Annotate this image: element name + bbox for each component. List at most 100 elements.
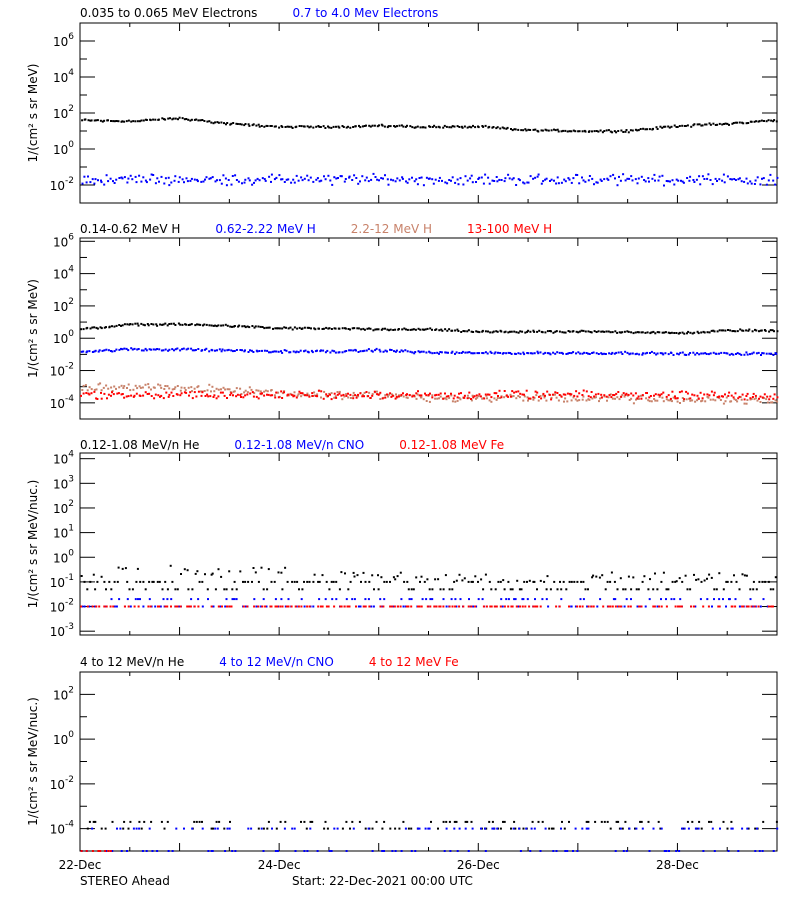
data-point	[734, 330, 737, 333]
data-point	[357, 351, 360, 353]
data-point	[654, 332, 657, 335]
data-point	[470, 399, 473, 402]
data-point	[375, 328, 378, 331]
data-point	[695, 578, 698, 581]
data-point	[591, 397, 594, 400]
data-point	[601, 330, 604, 333]
data-point	[288, 351, 291, 354]
data-point	[554, 393, 556, 396]
data-point	[194, 324, 197, 327]
data-point	[333, 396, 336, 399]
data-point	[122, 827, 125, 830]
data-point	[564, 331, 567, 334]
data-point	[172, 322, 175, 325]
data-point	[722, 329, 725, 332]
data-point	[638, 605, 641, 608]
data-point	[298, 588, 300, 591]
data-point	[412, 328, 415, 331]
data-point	[772, 397, 775, 400]
data-point	[661, 396, 664, 399]
data-point	[390, 349, 393, 351]
data-point	[399, 605, 402, 608]
data-point	[428, 177, 431, 180]
data-point	[563, 400, 565, 403]
data-point	[743, 180, 746, 183]
data-point	[746, 353, 749, 356]
data-point	[387, 125, 390, 128]
data-point	[133, 347, 136, 350]
data-point	[347, 588, 350, 591]
data-point	[100, 327, 103, 330]
data-point	[472, 605, 475, 608]
data-point	[369, 327, 372, 330]
data-point	[93, 350, 96, 353]
data-point	[605, 129, 608, 132]
data-point	[260, 566, 263, 569]
data-point	[653, 605, 656, 608]
data-point	[731, 827, 734, 830]
data-point	[330, 580, 333, 583]
data-point	[754, 850, 757, 852]
data-point	[418, 394, 421, 397]
data-point	[297, 605, 300, 608]
data-point	[458, 392, 460, 395]
data-point	[620, 605, 622, 608]
data-point	[113, 182, 116, 184]
data-point	[612, 394, 615, 396]
data-point	[512, 827, 515, 830]
data-point	[146, 393, 149, 395]
data-point	[193, 349, 196, 352]
data-point	[212, 827, 215, 830]
data-point	[127, 827, 130, 830]
data-point	[489, 350, 492, 353]
data-point	[410, 598, 413, 601]
data-point	[517, 178, 520, 181]
data-point	[121, 567, 124, 570]
data-point	[456, 178, 459, 181]
data-point	[635, 827, 638, 830]
data-point	[356, 327, 359, 330]
data-point	[635, 352, 638, 355]
data-point	[296, 580, 299, 583]
data-point	[455, 351, 458, 354]
data-point	[688, 179, 691, 182]
data-point	[509, 352, 512, 354]
data-point	[146, 323, 149, 325]
data-point	[570, 393, 573, 396]
data-point	[202, 180, 205, 183]
data-point	[736, 352, 739, 355]
data-point	[572, 177, 575, 180]
data-point	[131, 348, 134, 351]
data-point	[507, 395, 510, 398]
data-point	[164, 605, 167, 608]
data-point	[215, 387, 218, 390]
data-point	[354, 125, 357, 128]
data-point	[587, 605, 590, 608]
data-point	[663, 331, 666, 334]
data-point	[562, 129, 565, 132]
data-point	[761, 352, 764, 355]
data-point	[126, 387, 128, 389]
data-point	[665, 588, 668, 591]
data-point	[653, 394, 655, 397]
data-point	[352, 827, 355, 830]
data-point	[377, 393, 380, 396]
data-point	[431, 328, 433, 331]
data-point	[91, 827, 94, 830]
data-point	[768, 352, 771, 355]
data-point	[328, 126, 331, 129]
data-point	[635, 588, 638, 591]
data-point	[437, 179, 440, 182]
data-point	[341, 351, 344, 354]
data-point	[669, 332, 671, 335]
data-point	[682, 181, 685, 184]
data-point	[578, 182, 581, 185]
data-point	[595, 575, 598, 578]
data-point	[399, 395, 402, 397]
data-point	[338, 351, 341, 354]
data-point	[95, 605, 98, 608]
data-point	[352, 126, 355, 128]
data-point	[745, 395, 748, 397]
data-point	[389, 827, 392, 830]
data-point	[713, 391, 716, 394]
